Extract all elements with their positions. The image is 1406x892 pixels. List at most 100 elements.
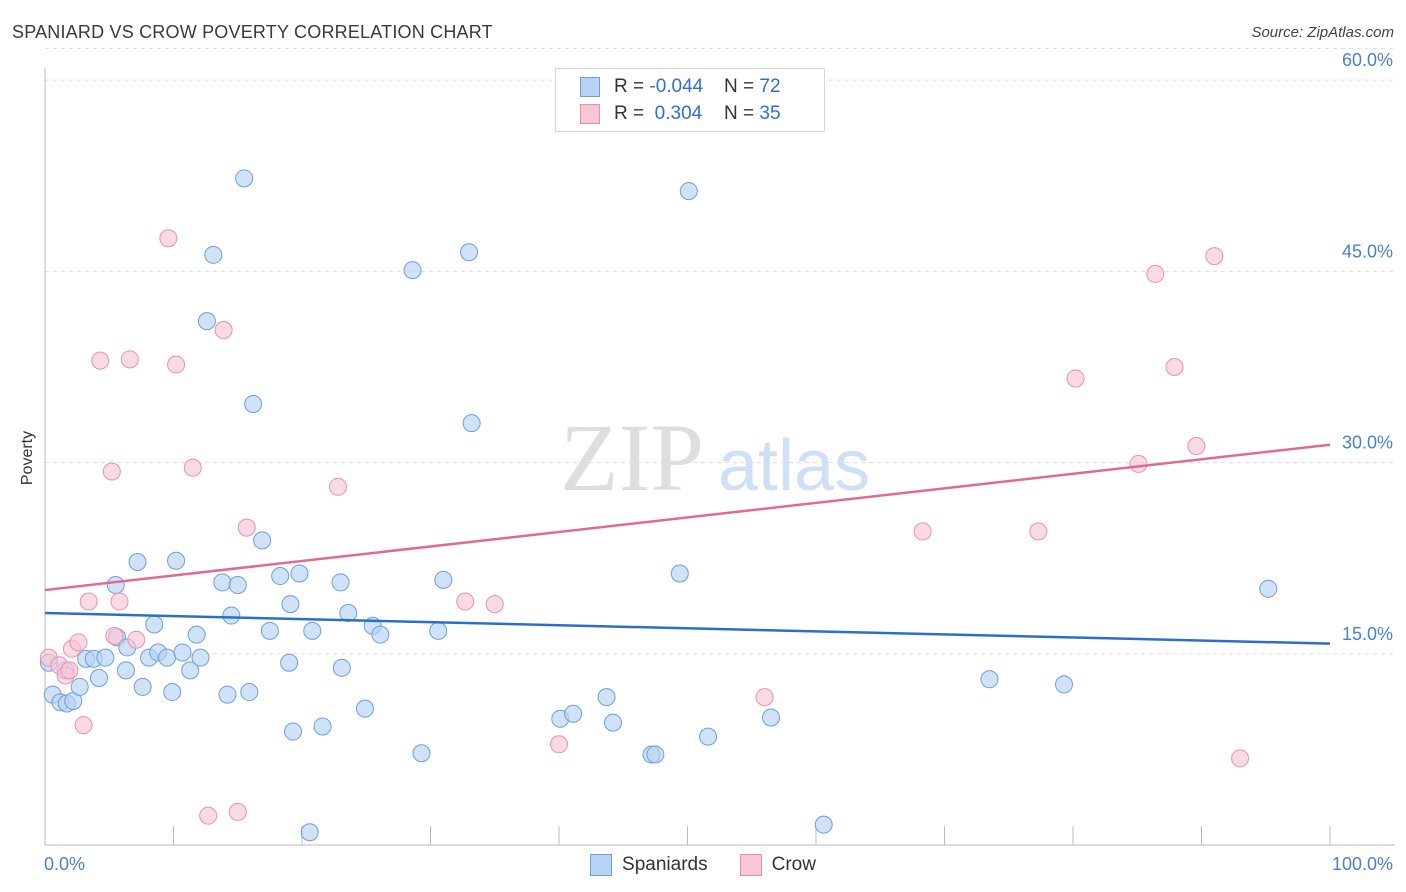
point-crow xyxy=(550,735,568,754)
x-tick-labels: 0.0% 100.0% xyxy=(44,854,1393,874)
point-crow xyxy=(60,661,79,680)
legend-row-crow: R = 0.304 N = 35 xyxy=(580,102,781,126)
point-spaniards xyxy=(332,658,351,677)
y-tick-label: 60.0% xyxy=(1342,50,1393,70)
point-spaniards xyxy=(564,704,583,723)
point-crow xyxy=(485,595,504,614)
point-crow xyxy=(183,458,202,477)
point-spaniards xyxy=(300,823,319,842)
point-spaniards xyxy=(762,708,781,727)
point-crow xyxy=(102,462,121,481)
point-spaniards xyxy=(412,744,431,763)
point-spaniards xyxy=(699,727,718,746)
point-spaniards xyxy=(603,713,622,732)
point-crow xyxy=(1029,522,1048,541)
point-crow xyxy=(913,522,932,541)
point-crow xyxy=(1187,437,1206,456)
legend-swatch-crow xyxy=(580,104,600,124)
point-spaniards xyxy=(281,595,300,614)
legend-swatch-spaniards xyxy=(590,854,613,876)
point-spaniards xyxy=(670,564,689,583)
point-crow xyxy=(1231,749,1250,768)
point-spaniards xyxy=(145,615,164,634)
point-spaniards xyxy=(181,661,200,680)
point-spaniards xyxy=(290,564,309,583)
point-crow xyxy=(755,688,774,707)
point-spaniards xyxy=(460,243,479,262)
point-spaniards xyxy=(597,688,616,707)
point-spaniards xyxy=(240,683,259,702)
point-spaniards xyxy=(89,669,108,688)
point-spaniards xyxy=(462,414,481,433)
watermark: ZIP atlas xyxy=(560,404,870,511)
point-spaniards xyxy=(191,648,210,667)
point-spaniards xyxy=(244,394,263,413)
point-spaniards xyxy=(253,531,272,550)
y-tick-label: 45.0% xyxy=(1342,241,1393,261)
correlation-legend: R = -0.044 N = 72 R = 0.304 N = 35 xyxy=(555,68,825,132)
point-crow xyxy=(105,626,124,645)
gridlines xyxy=(45,47,1395,655)
point-spaniards xyxy=(228,575,247,594)
point-spaniards xyxy=(235,169,254,188)
point-crow xyxy=(127,630,146,649)
point-crow xyxy=(91,351,110,370)
watermark-zip: ZIP xyxy=(560,404,704,511)
point-crow xyxy=(79,592,98,611)
legend-item-spaniards[interactable]: Spaniards xyxy=(590,854,708,876)
point-spaniards xyxy=(646,745,665,764)
point-spaniards xyxy=(403,261,422,280)
point-crow xyxy=(1205,247,1224,266)
point-crow xyxy=(1129,454,1148,473)
point-spaniards xyxy=(271,567,290,586)
legend-label-crow: Crow xyxy=(771,854,816,875)
y-tick-labels: 15.0% 30.0% 45.0% 60.0% xyxy=(1342,50,1393,644)
legend-n-value: 35 xyxy=(759,103,781,124)
point-crow xyxy=(228,802,247,821)
legend-label-spaniards: Spaniards xyxy=(622,854,708,875)
point-spaniards xyxy=(128,553,147,572)
legend-n-value: 72 xyxy=(759,76,781,97)
point-spaniards xyxy=(331,573,350,592)
legend-r-label: R = xyxy=(614,103,650,124)
point-spaniards xyxy=(284,722,303,741)
point-spaniards xyxy=(197,312,216,331)
watermark-atlas: atlas xyxy=(718,426,870,506)
legend-item-crow[interactable]: Crow xyxy=(739,854,816,876)
point-spaniards xyxy=(1055,675,1074,694)
point-crow xyxy=(159,229,178,248)
legend-swatch-crow xyxy=(739,854,762,876)
point-spaniards xyxy=(106,575,125,594)
point-spaniards xyxy=(70,677,89,696)
source-credit: Source: ZipAtlas.com xyxy=(1251,24,1394,41)
point-spaniards xyxy=(339,604,358,623)
trend-line-crow xyxy=(44,443,1331,592)
y-tick-label: 15.0% xyxy=(1342,624,1393,644)
point-spaniards xyxy=(303,621,322,640)
point-spaniards xyxy=(313,717,332,736)
point-crow xyxy=(1066,369,1085,388)
legend-n-label: N = xyxy=(724,76,760,97)
trend-line-spaniards xyxy=(44,611,1331,645)
point-spaniards xyxy=(213,573,232,592)
point-crow xyxy=(199,806,218,825)
point-spaniards xyxy=(167,551,186,570)
point-spaniards xyxy=(980,670,999,689)
point-spaniards xyxy=(116,661,135,680)
legend-n-label: N = xyxy=(724,103,760,124)
legend-row-spaniards: R = -0.044 N = 72 xyxy=(580,75,781,99)
point-spaniards xyxy=(679,182,698,201)
chart-title: SPANIARD VS CROW POVERTY CORRELATION CHA… xyxy=(12,22,493,42)
point-crow xyxy=(110,592,129,611)
y-tick-label: 30.0% xyxy=(1342,433,1393,453)
legend-swatch-spaniards xyxy=(580,77,600,97)
point-crow xyxy=(120,350,139,369)
point-spaniards xyxy=(429,621,448,640)
legend-r-label: R = xyxy=(614,76,650,97)
point-spaniards xyxy=(260,621,279,640)
point-spaniards xyxy=(371,625,390,644)
point-spaniards xyxy=(814,815,833,834)
point-crow xyxy=(1165,357,1184,376)
point-spaniards xyxy=(280,653,299,672)
